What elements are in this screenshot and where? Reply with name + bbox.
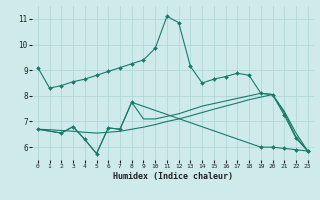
X-axis label: Humidex (Indice chaleur): Humidex (Indice chaleur) <box>113 172 233 181</box>
